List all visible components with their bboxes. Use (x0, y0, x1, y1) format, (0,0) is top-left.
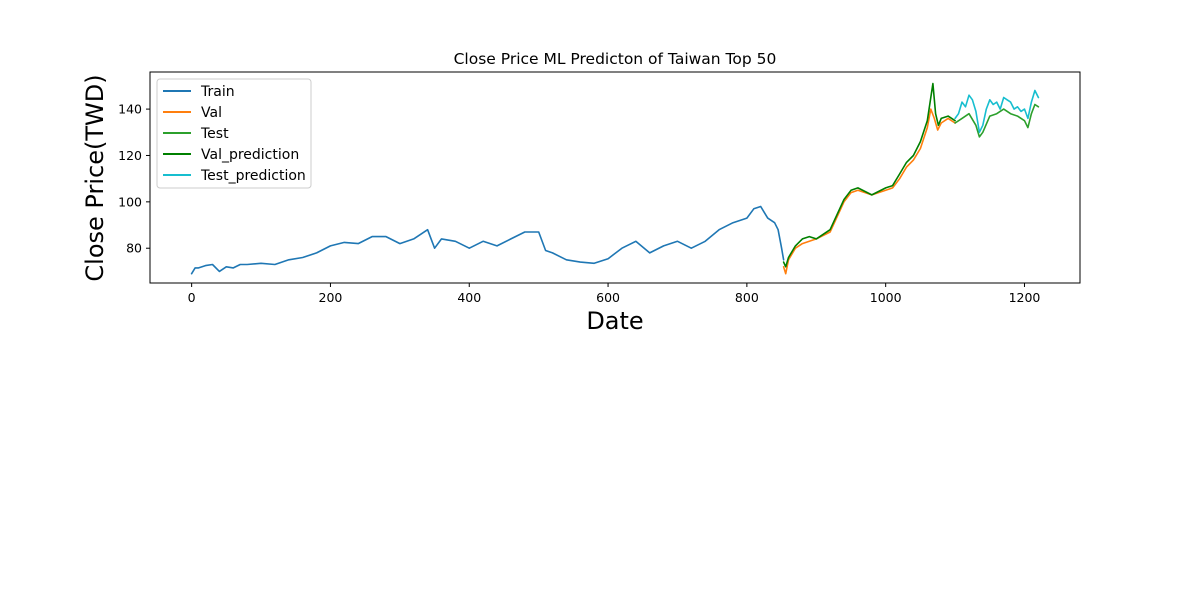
chart-title: Close Price ML Predicton of Taiwan Top 5… (454, 50, 777, 68)
series-line-train (190, 205, 785, 275)
y-axis-label: Close Price(TWD) (81, 74, 109, 281)
series-line-test (954, 103, 1040, 138)
x-tick-label: 400 (457, 290, 481, 305)
plot-area (149, 71, 1081, 284)
x-tick-label: 1000 (870, 290, 902, 305)
x-tick-label: 800 (735, 290, 759, 305)
legend-label: Val_prediction (201, 147, 299, 163)
x-axis-label: Date (586, 307, 643, 335)
x-tick-label: 600 (596, 290, 620, 305)
x-tick-label: 0 (188, 290, 196, 305)
y-tick-label: 120 (118, 148, 142, 163)
x-tick-label: 1200 (1009, 290, 1041, 305)
legend-label: Val (201, 105, 222, 121)
series-line-val (782, 108, 956, 275)
series-lines (190, 82, 1040, 275)
y-tick-label: 80 (126, 241, 142, 256)
series-line-val-prediction (782, 82, 956, 268)
y-axis: 80 100 120 140 (118, 102, 150, 256)
x-axis: 0 200 400 600 800 1000 1200 (188, 283, 1041, 305)
series-line-test-prediction (954, 89, 1040, 134)
legend-label: Test (200, 126, 229, 142)
x-tick-label: 200 (319, 290, 343, 305)
legend: Train Val Test Val_prediction Test_predictio… (156, 78, 312, 189)
legend-box (156, 78, 312, 189)
plot-frame (149, 71, 1081, 284)
y-tick-label: 140 (118, 102, 142, 117)
y-tick-label: 100 (118, 194, 142, 209)
legend-label: Test_prediction (200, 168, 306, 184)
legend-label: Train (200, 84, 235, 100)
